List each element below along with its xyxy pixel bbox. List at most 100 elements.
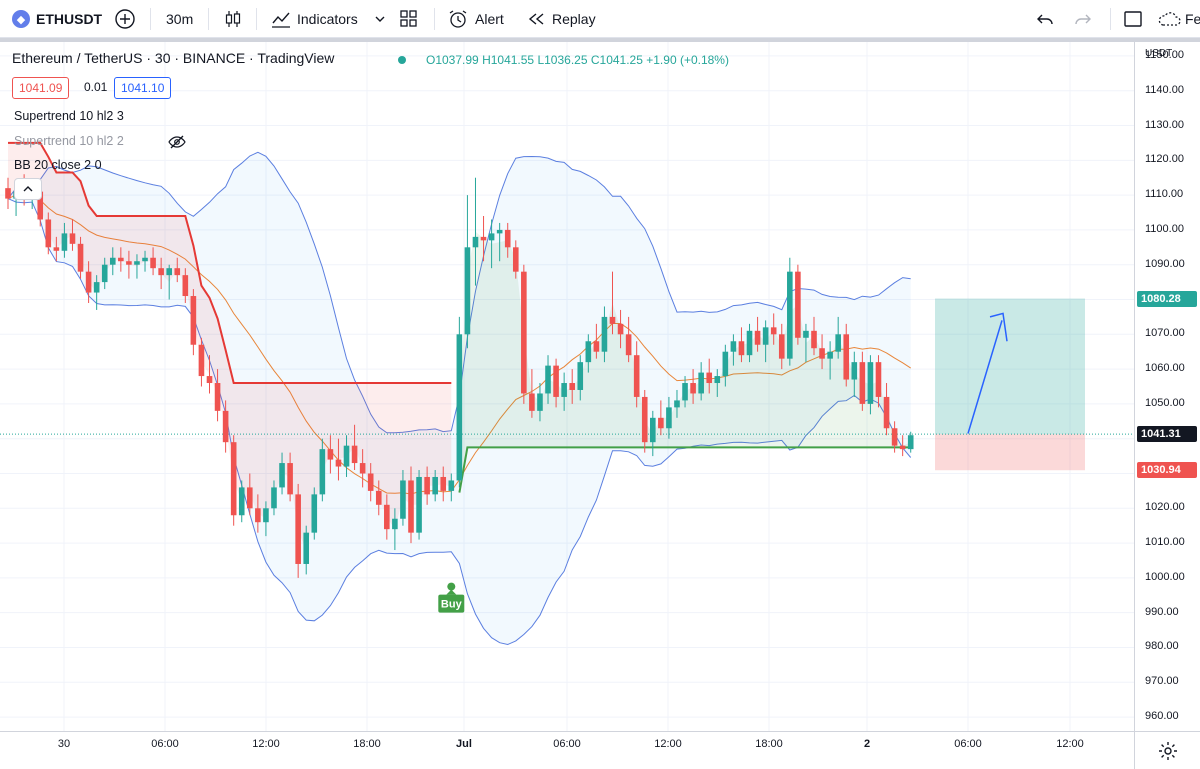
price-axis-badge: 1041.31 <box>1137 426 1197 443</box>
symbol-selector[interactable]: ◆ ETHUSDT <box>12 0 102 38</box>
buy-signal-pointer <box>446 589 457 595</box>
candle-body <box>400 480 406 519</box>
chevron-down-icon <box>375 16 385 22</box>
candle-body <box>158 268 164 276</box>
sell-price-box[interactable]: 1041.09 <box>12 77 70 99</box>
redo-icon <box>1075 14 1091 25</box>
buy-price-box[interactable]: 1041.10 <box>114 77 172 99</box>
candle-body <box>561 383 567 397</box>
chart-plot[interactable]: Buy <box>0 0 1134 731</box>
candle-body <box>690 383 696 394</box>
candle-body <box>206 376 213 384</box>
candle-body <box>93 282 100 293</box>
chart-type-button[interactable] <box>222 0 244 38</box>
time-axis[interactable]: 30 06:00 12:00 18:00 Jul 06:00 12:00 18:00 2 06:0… <box>0 731 1134 769</box>
compare-symbol-button[interactable] <box>114 0 136 38</box>
candle-body <box>109 257 116 265</box>
candle-body <box>658 417 664 429</box>
candle-body <box>230 442 237 516</box>
time-tick-label: 18:00 <box>755 738 783 750</box>
price-axis-badge: 1030.94 <box>1137 462 1197 479</box>
candle-body <box>303 532 310 564</box>
candle-body <box>359 463 366 474</box>
alert-label: Alert <box>475 11 504 27</box>
time-tick-label: 12:00 <box>252 738 280 750</box>
candle-body <box>545 365 551 394</box>
candle-body <box>263 508 269 523</box>
indicators-dropdown-button[interactable] <box>374 0 386 38</box>
candle-body <box>118 257 124 262</box>
indicators-button[interactable]: Indicators <box>270 0 358 38</box>
price-tick-label: 1010.00 <box>1145 536 1185 549</box>
candle-body <box>45 219 52 248</box>
chart-legend-title: Ethereum / TetherUS · 30 · BINANCE · Tra… <box>12 50 335 66</box>
candle-body <box>271 487 277 509</box>
candle-body <box>787 271 793 359</box>
candle-body <box>698 372 704 394</box>
supertrend-down-fill <box>8 142 452 551</box>
layout-templates-button[interactable] <box>399 0 419 38</box>
undo-button[interactable] <box>1036 0 1054 38</box>
redo-button[interactable] <box>1074 0 1092 38</box>
alert-button[interactable]: Alert <box>447 0 504 38</box>
replay-button[interactable]: Replay <box>528 0 596 38</box>
price-tick-label: 1090.00 <box>1145 257 1185 270</box>
plus-circle-icon <box>115 9 135 29</box>
alarm-clock-icon <box>449 10 467 28</box>
candle-body <box>464 247 471 335</box>
price-tick-label: 1000.00 <box>1145 570 1185 583</box>
candle-body <box>907 435 914 450</box>
buy-signal-box <box>438 594 465 613</box>
candle-body <box>512 247 519 272</box>
candle-body <box>666 407 672 429</box>
candle-body <box>803 330 809 338</box>
candle-body <box>633 355 640 397</box>
candle-body <box>408 480 414 533</box>
position-stop-zone <box>935 434 1085 471</box>
price-axis[interactable]: USDT 1150.00 1140.00 1130.00 1120.00 1110.00… <box>1134 42 1200 731</box>
candle-body <box>77 243 84 272</box>
candle-body <box>384 504 390 530</box>
price-tick-label: 1120.00 <box>1145 153 1184 166</box>
indicator-label-supertrend-2[interactable]: Supertrend 10 hl2 2 <box>14 134 124 148</box>
snapshot-button[interactable]: Fe <box>1158 0 1200 38</box>
candle-body <box>714 376 721 384</box>
eye-hidden-icon[interactable] <box>168 134 186 150</box>
candle-body <box>488 233 495 241</box>
chart-pane[interactable] <box>0 38 1200 769</box>
candle-body <box>424 476 430 495</box>
candle-body <box>327 449 334 460</box>
time-tick-label: 12:00 <box>654 738 682 750</box>
price-tick-label: 1130.00 <box>1145 118 1184 131</box>
ohlc-low: L1036.25 <box>537 53 588 67</box>
candle-body <box>811 330 817 349</box>
price-tick-label: 1140.00 <box>1145 83 1184 96</box>
candle-body <box>295 494 301 564</box>
candle-body <box>843 334 850 380</box>
candle-body <box>343 445 350 467</box>
candle-body <box>174 268 181 276</box>
candles-icon <box>225 11 241 27</box>
market-status-icon <box>398 56 406 64</box>
candle-body <box>150 257 156 269</box>
indicator-label-bb[interactable]: BB 20 close 2 0 <box>14 158 102 172</box>
candle-body <box>255 508 261 523</box>
candle-body <box>37 191 44 220</box>
price-axis-currency[interactable]: USDT <box>1145 48 1173 59</box>
candle-body <box>899 445 906 450</box>
chart-settings-button[interactable] <box>1134 731 1200 769</box>
indicator-label-supertrend-3[interactable]: Supertrend 10 hl2 3 <box>14 109 124 123</box>
candle-body <box>375 490 382 505</box>
candle-body <box>440 476 447 491</box>
candle-body <box>650 417 656 443</box>
candle-body <box>101 264 108 283</box>
collapse-legend-button[interactable] <box>14 178 42 200</box>
candle-body <box>311 494 318 533</box>
candle-body <box>392 518 398 530</box>
ohlc-change: +1.90 (+0.18%) <box>646 53 729 67</box>
interval-selector[interactable]: 30m <box>166 11 194 27</box>
candle-body <box>287 463 293 495</box>
rewind-icon <box>528 13 544 25</box>
price-tick-label: 1060.00 <box>1145 362 1185 375</box>
fullscreen-button[interactable] <box>1123 0 1143 38</box>
